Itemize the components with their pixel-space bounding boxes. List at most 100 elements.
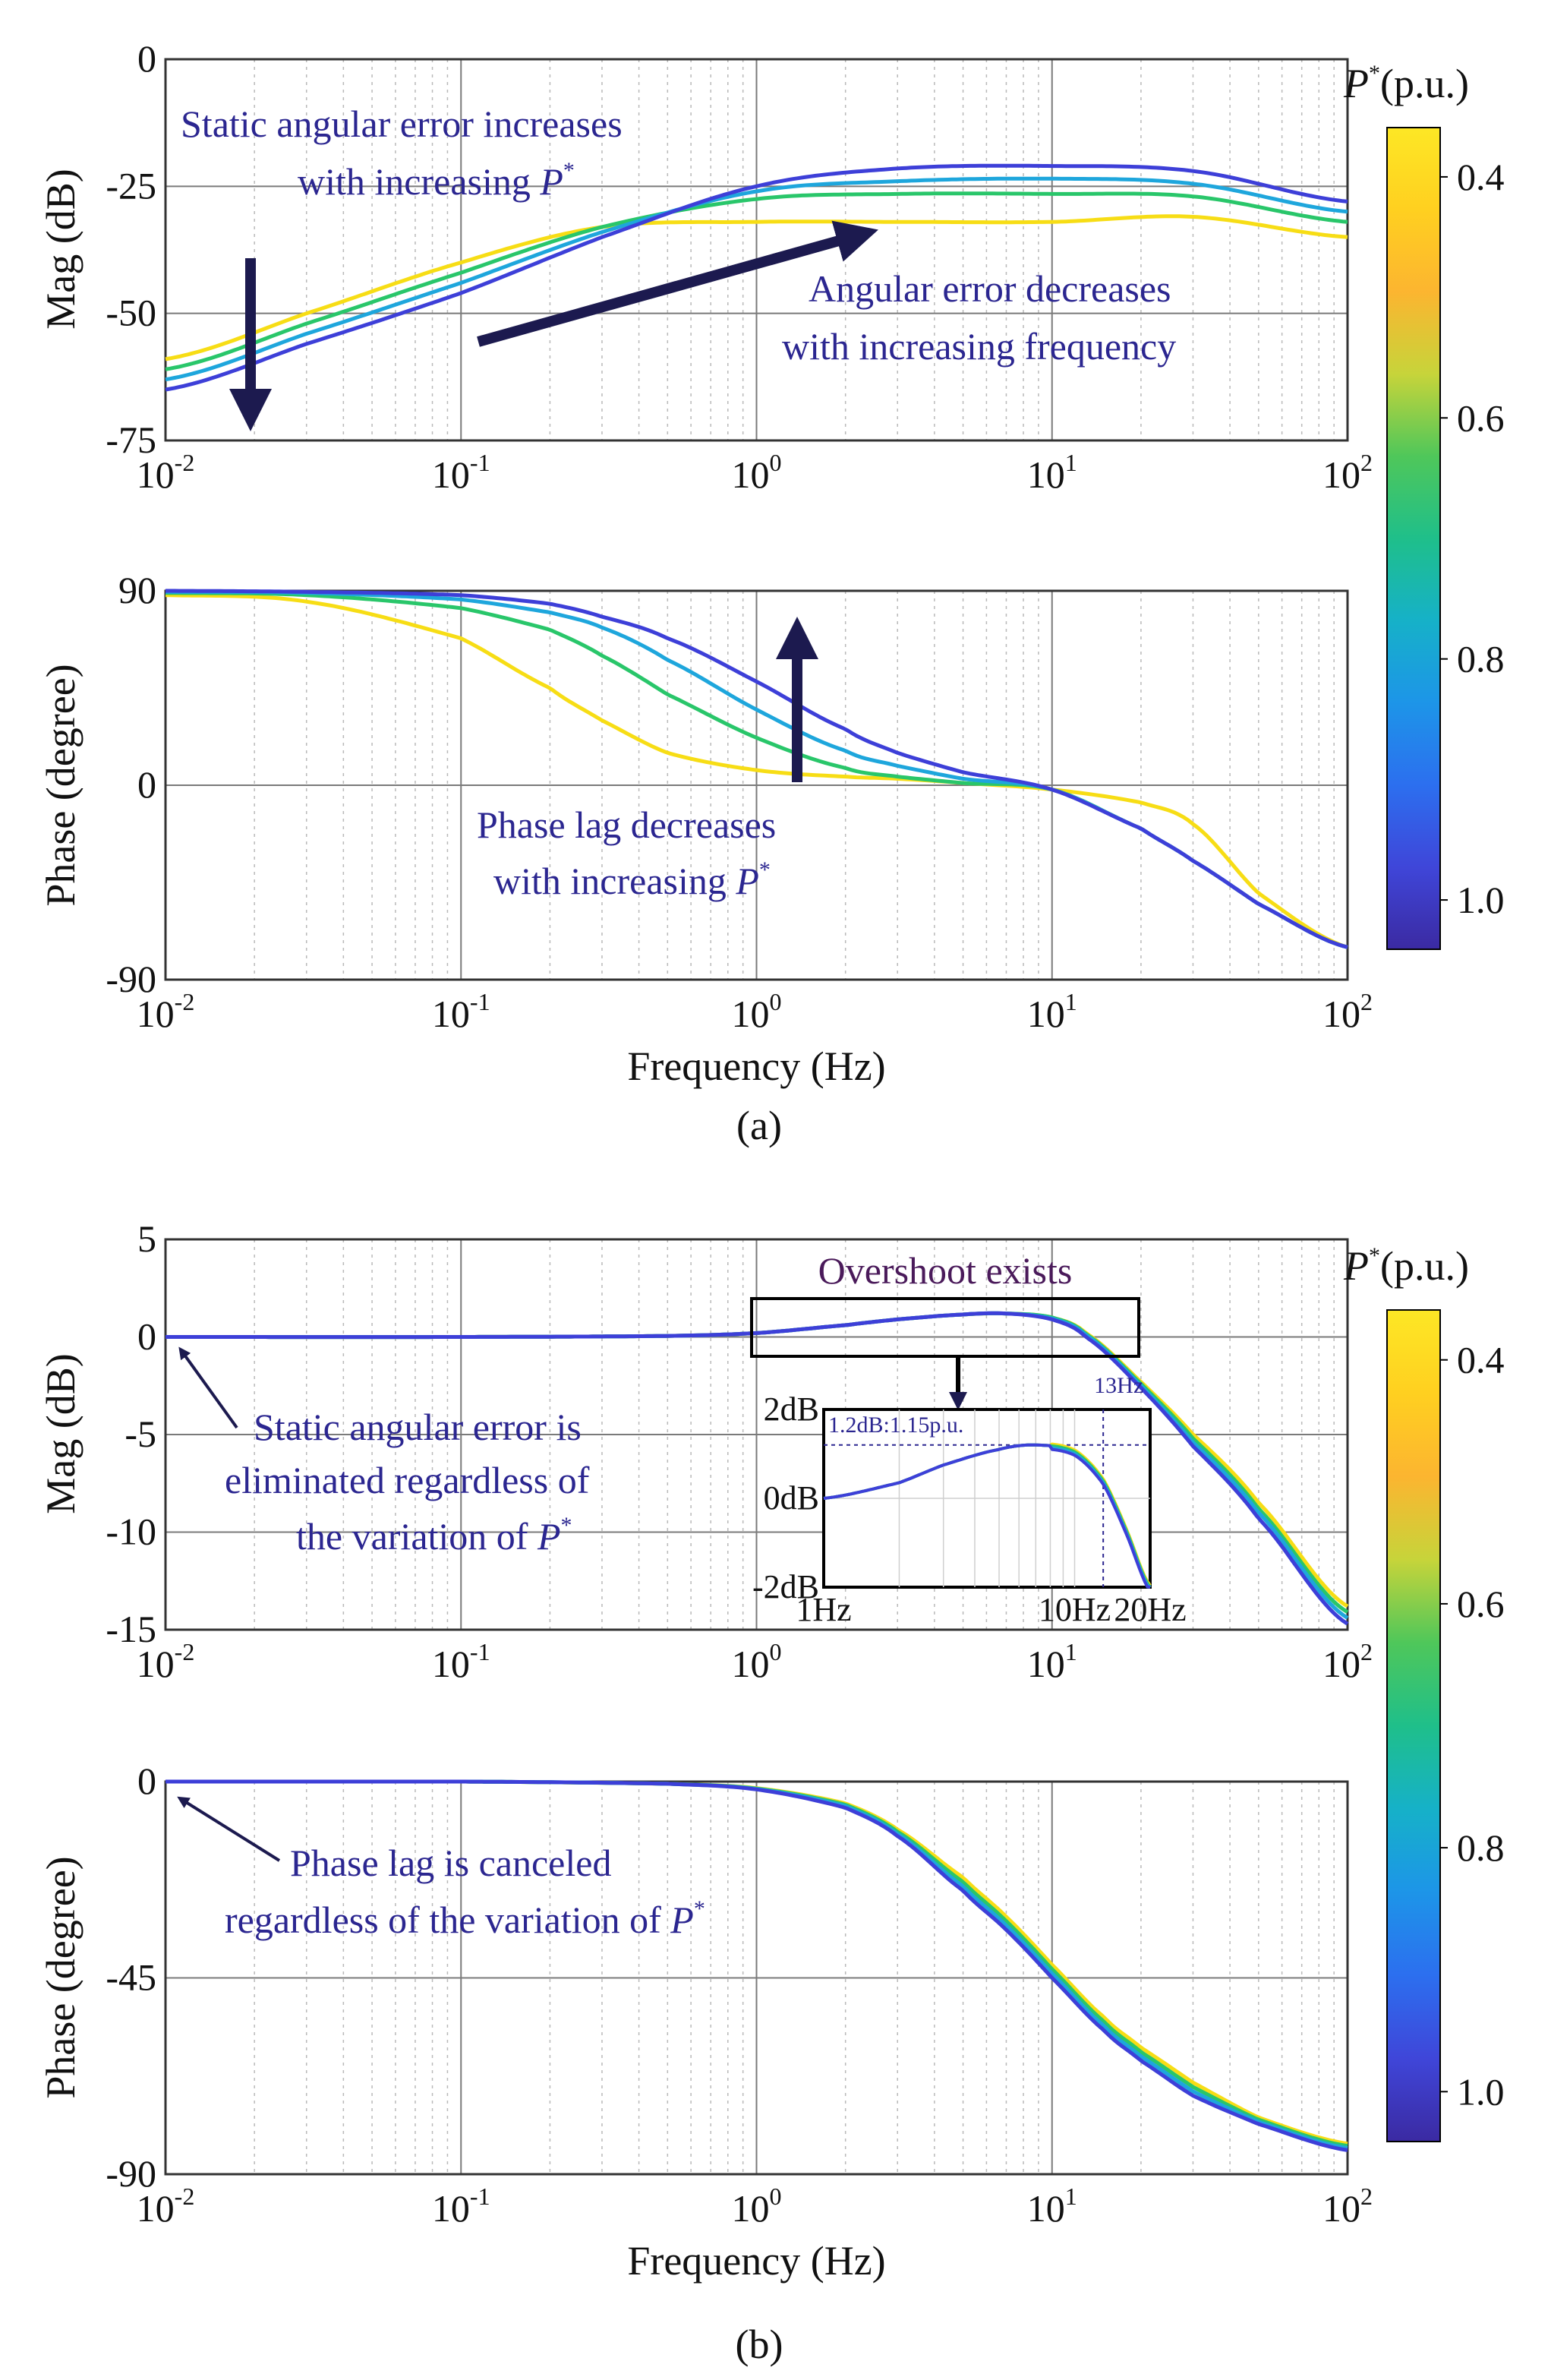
series-line-p-1-0 [166, 1311, 1349, 1626]
x-tick-label: 10-1 [432, 2183, 490, 2230]
annotations-a: Static angular error increases with incr… [181, 103, 1176, 1148]
annotation-overshoot: Overshoot exists [818, 1249, 1073, 1292]
annotation-eliminated-line1: Static angular error is [254, 1406, 582, 1448]
inset-13hz-label: 13Hz [1094, 1373, 1143, 1398]
x-tick-label: 10-1 [432, 1638, 490, 1685]
series-line-p-0-4 [165, 214, 1348, 361]
y-tick-label: 5 [137, 1217, 156, 1260]
x-tick-label: 10-1 [432, 988, 490, 1035]
annotation-phase-lag-line1: Phase lag decreases [477, 803, 776, 846]
x-tick-label: 100 [732, 1638, 782, 1685]
series-line-p-1-0 [166, 1779, 1348, 2152]
annotation-phase-lag-line2: with increasing P* [493, 857, 771, 902]
annotations-b: Overshoot exists Static angular error is… [177, 1249, 1140, 2367]
colorbar-title: P*(p.u.) [1343, 61, 1469, 106]
caption-b: (b) [736, 2322, 783, 2367]
y-tick-label: -90 [106, 958, 156, 1000]
y-axis-label: Mag (dB) [38, 1353, 84, 1514]
y-axis-label: Phase (degree) [38, 1856, 84, 2098]
x-tick-label: 102 [1322, 988, 1373, 1035]
annotation-eliminated-line3: the variation of P* [296, 1513, 572, 1558]
inset-x-tick-label: 20Hz [1114, 1591, 1186, 1628]
x-tick-label: 101 [1027, 988, 1077, 1035]
colorbar-tick-label: 0.8 [1457, 1826, 1505, 1869]
y-tick-label: -90 [106, 2152, 156, 2195]
plot-frame [164, 58, 1349, 442]
arrow-diagonal-a [477, 220, 878, 347]
y-tick-label: 90 [118, 569, 156, 611]
y-tick-label: -50 [106, 292, 156, 334]
x-tick-label: 10-2 [137, 1638, 195, 1685]
colorbar-gradient-bar [1386, 127, 1441, 950]
arrow-static-b [178, 1346, 238, 1429]
annotation-canceled-line2: regardless of the variation of P* [225, 1896, 705, 1941]
annotation-eliminated-line2: eliminated regardless of [225, 1459, 590, 1501]
x-tick-label: 101 [1027, 2183, 1077, 2230]
colorbar-b: P*(p.u.) 0.4 0.6 0.8 1.0 [1343, 1243, 1505, 2142]
x-axis-label: Frequency (Hz) [627, 1043, 885, 1089]
colorbar-tick-label: 0.4 [1457, 156, 1505, 198]
annotation-angular-error-line1: Angular error decreases [809, 267, 1171, 310]
inset-series-line [823, 1443, 1151, 1589]
overshoot-box [750, 1297, 1140, 1358]
y-tick-label: -10 [106, 1510, 156, 1553]
y-tick-label: 0 [137, 1760, 156, 1802]
y-tick-label: 0 [137, 763, 156, 806]
plot-frame [164, 1780, 1349, 2176]
x-tick-label: 102 [1322, 449, 1373, 496]
series-line-p-0-8 [165, 176, 1348, 382]
arrow-phase-b [177, 1796, 281, 1862]
x-tick-label: 101 [1027, 449, 1077, 496]
annotation-angular-error-line2: with increasing frequency [782, 325, 1176, 368]
colorbar-a: P*(p.u.) 0.4 0.6 0.8 1.0 [1343, 61, 1505, 950]
x-tick-label: 10-2 [137, 988, 195, 1035]
inset-x-tick-label: 10Hz [1039, 1591, 1111, 1628]
colorbar-tick-label: 1.0 [1457, 2070, 1505, 2113]
x-axis-label: Frequency (Hz) [627, 2238, 885, 2284]
y-tick-label: -75 [106, 418, 156, 461]
colorbar-tick-label: 0.6 [1457, 1583, 1505, 1625]
y-tick-label: 0 [137, 37, 156, 80]
y-tick-label: 0 [137, 1315, 156, 1358]
annotation-static-error-line1: Static angular error increases [181, 103, 623, 145]
plot-frame [164, 589, 1349, 981]
x-tick-label: 102 [1322, 1638, 1373, 1685]
colorbar-tick-label: 1.0 [1457, 879, 1505, 921]
x-tick-label: 100 [732, 2183, 782, 2230]
series-line-p-0-4 [165, 593, 1348, 949]
colorbar-title: P*(p.u.) [1343, 1243, 1469, 1289]
annotation-canceled-line1: Phase lag is canceled [290, 1842, 611, 1884]
x-tick-label: 10-2 [137, 449, 195, 496]
x-tick-label: 100 [732, 988, 782, 1035]
colorbar-tick-label: 0.8 [1457, 638, 1505, 680]
caption-a: (a) [736, 1103, 782, 1148]
series-line-p-1-0 [166, 589, 1348, 949]
y-tick-label: -5 [125, 1413, 156, 1455]
x-tick-label: 100 [732, 449, 782, 496]
series-line-p-1-0 [165, 163, 1348, 392]
plot-frame [164, 1238, 1349, 1631]
y-tick-label: -25 [106, 164, 156, 207]
y-axis-label: Phase (degree) [38, 664, 84, 906]
y-tick-label: -15 [106, 1608, 156, 1650]
x-tick-label: 102 [1322, 2183, 1373, 2230]
colorbar-tick-label: 0.4 [1457, 1339, 1505, 1381]
colorbar-tick-label: 0.6 [1457, 396, 1505, 439]
inset-x-tick-label: 1Hz [796, 1591, 851, 1628]
inset-y-tick-label: -2dB [752, 1568, 819, 1605]
inset-y-tick-label: 2dB [764, 1390, 819, 1428]
y-axis-label: Mag (dB) [38, 169, 84, 329]
inset-y-tick-label: 0dB [764, 1479, 819, 1517]
annotation-static-error-line2: with increasing P* [298, 158, 575, 203]
x-tick-label: 10-1 [432, 449, 490, 496]
inset-peak-label: 1.2dB:1.15p.u. [828, 1413, 963, 1438]
colorbar-gradient-bar [1386, 1309, 1441, 2142]
y-tick-label: -45 [106, 1956, 156, 1999]
x-tick-label: 101 [1027, 1638, 1077, 1685]
series-line-p-0-6 [165, 191, 1348, 371]
